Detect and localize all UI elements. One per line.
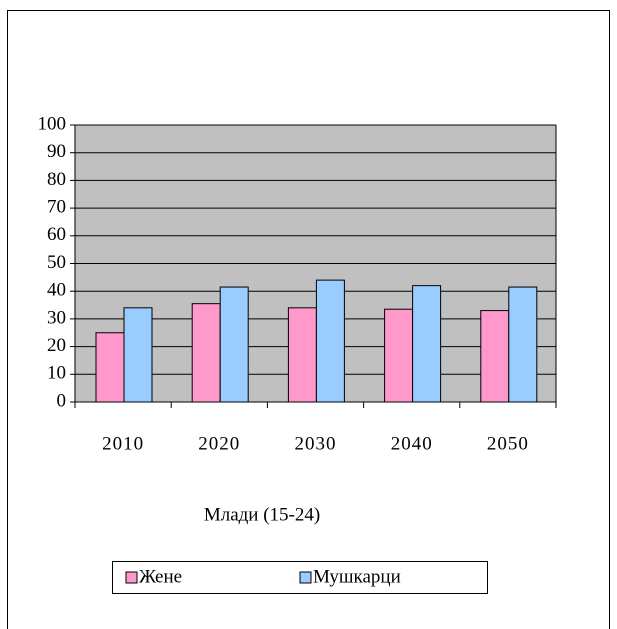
bar xyxy=(384,308,414,403)
legend-label: Жене xyxy=(139,566,182,587)
x-tick-label: 2030 xyxy=(295,433,337,454)
bar xyxy=(123,307,153,403)
bar xyxy=(191,303,221,403)
y-tick-label: 40 xyxy=(47,280,66,301)
x-axis-label: Млади (15-24) xyxy=(204,504,320,525)
bar xyxy=(508,286,538,403)
y-tick-label: 20 xyxy=(47,335,66,356)
y-tick-label: 50 xyxy=(47,252,66,273)
x-tick-label: 2050 xyxy=(487,433,529,454)
bar xyxy=(315,279,345,403)
x-tick-label: 2020 xyxy=(198,433,240,454)
bar xyxy=(287,307,317,403)
y-tick-label: 30 xyxy=(47,307,66,328)
bar xyxy=(412,285,442,403)
y-tick-label: 80 xyxy=(47,169,66,190)
x-tick-label: 2010 xyxy=(102,433,144,454)
x-tick-label: 2040 xyxy=(391,433,433,454)
bar xyxy=(219,286,249,403)
y-tick-label: 10 xyxy=(47,363,66,384)
legend-label: Мушкарци xyxy=(313,566,401,587)
y-tick-label: 70 xyxy=(47,196,66,217)
bar xyxy=(95,332,125,403)
bar xyxy=(480,310,510,403)
y-tick-label: 100 xyxy=(38,113,67,134)
y-tick-label: 60 xyxy=(47,224,66,245)
y-tick-label: 90 xyxy=(47,141,66,162)
legend-swatch xyxy=(299,571,312,584)
legend-swatch xyxy=(125,571,138,584)
y-tick-label: 0 xyxy=(57,390,67,411)
